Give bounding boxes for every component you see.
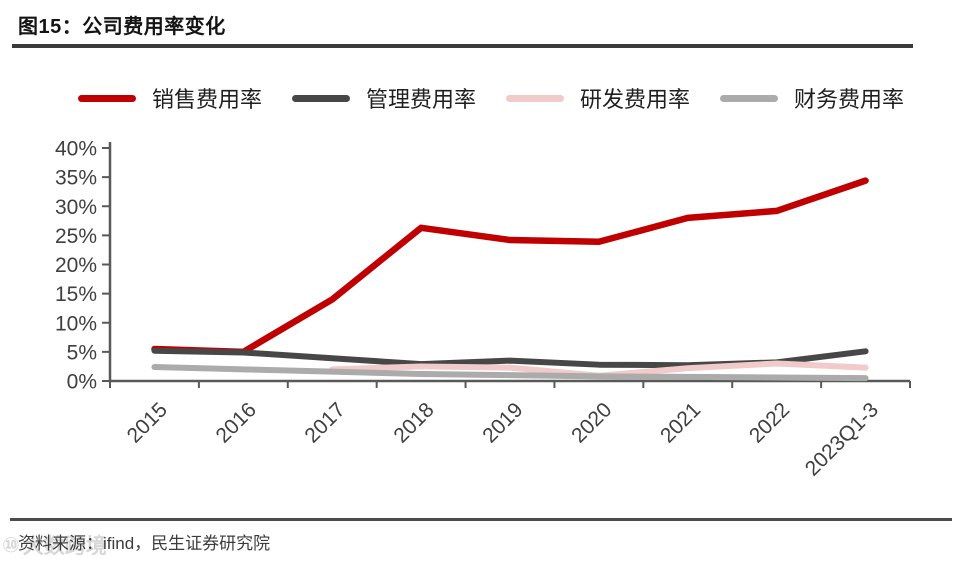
- chart-legend: 销售费用率 管理费用率 研发费用率 财务费用率: [78, 82, 904, 114]
- legend-item-sales-expense-ratio: 销售费用率: [78, 82, 262, 114]
- legend-swatch-sales-expense-ratio: [78, 94, 136, 102]
- y-axis-tick-label: 35%: [55, 167, 97, 190]
- y-axis-tick-label: 40%: [55, 138, 97, 161]
- legend-label-admin-expense-ratio: 管理费用率: [366, 87, 477, 112]
- legend-label-rd-expense-ratio: 研发费用率: [580, 87, 691, 112]
- title-underline: [12, 44, 913, 48]
- y-axis-tick-label: 10%: [55, 312, 97, 335]
- x-axis-tick-label: 2023Q1-3: [801, 398, 883, 480]
- axis-lines: [108, 142, 910, 383]
- legend-swatch-admin-expense-ratio: [292, 94, 351, 102]
- legend-item-finance-expense-ratio: 财务费用率: [720, 82, 904, 114]
- watermark-logo-icon: ⑩: [2, 533, 20, 557]
- y-axis-tick-label: 5%: [67, 341, 97, 364]
- legend-item-admin-expense-ratio: 管理费用率: [292, 82, 476, 114]
- legend-swatch-rd-expense-ratio: [506, 94, 565, 102]
- y-axis-tick-label: 0%: [67, 371, 97, 394]
- figure-title: 图15：公司费用率变化: [18, 16, 226, 38]
- x-axis-tick-label: 2017: [300, 398, 349, 447]
- x-axis-tick-label: 2018: [389, 398, 438, 447]
- x-axis-tick-label: 2021: [656, 398, 705, 447]
- y-axis-tick-label: 30%: [55, 196, 97, 219]
- watermark: ⑩ 大数跨境: [2, 530, 107, 560]
- x-axis-tick-label: 2020: [567, 398, 616, 447]
- x-axis-tick-label: 2022: [745, 398, 794, 447]
- legend-label-sales-expense-ratio: 销售费用率: [152, 87, 263, 112]
- x-axis-tick-label: 2019: [478, 398, 527, 447]
- watermark-label: 大数跨境: [22, 535, 107, 558]
- y-axis-tick-label: 25%: [55, 225, 97, 248]
- y-axis-tick-label: 20%: [55, 254, 97, 277]
- line-sales-expense-ratio: [151, 177, 869, 356]
- legend-item-rd-expense-ratio: 研发费用率: [506, 82, 690, 114]
- legend-swatch-finance-expense-ratio: [720, 94, 779, 102]
- y-axis-tick-label: 15%: [55, 283, 97, 306]
- source-note: 资料来源：ifind，民生证券研究院: [18, 534, 271, 553]
- x-axis-tick-label: 2015: [123, 398, 172, 447]
- source-divider: [10, 518, 952, 521]
- x-axis-tick-label: 2016: [212, 398, 261, 447]
- line-finance-expense-ratio: [151, 364, 869, 382]
- legend-label-finance-expense-ratio: 财务费用率: [794, 87, 905, 112]
